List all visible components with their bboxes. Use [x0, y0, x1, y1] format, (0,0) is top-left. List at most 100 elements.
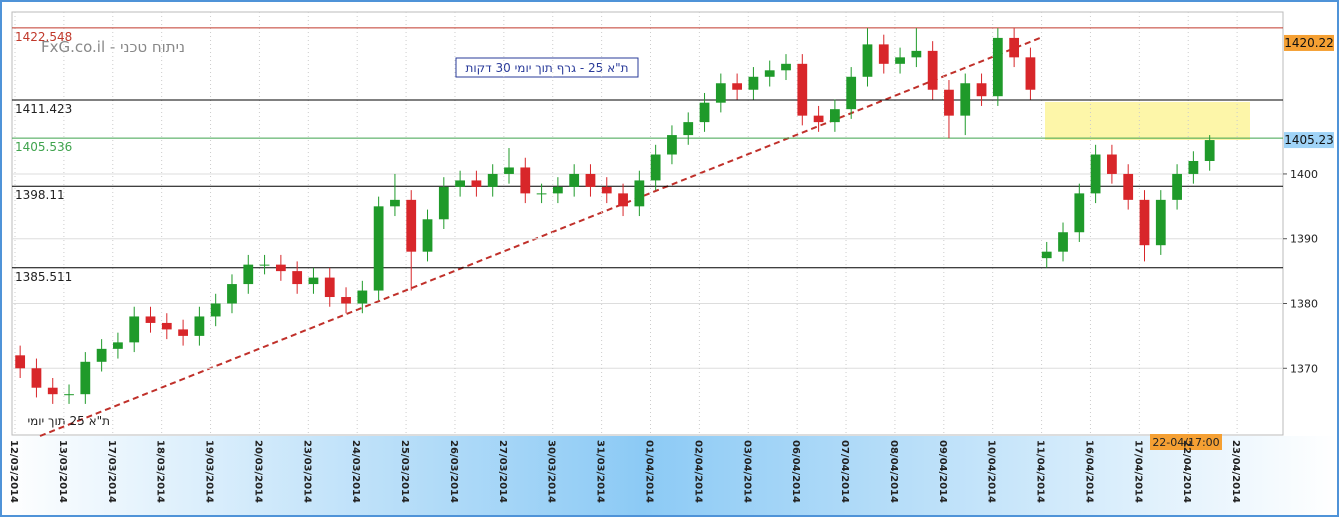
candle-body: [292, 271, 303, 285]
candle-body: [715, 83, 726, 103]
x-tick-label: 31/03/2014: [595, 440, 606, 503]
level-label: 1385.511: [15, 270, 72, 284]
candle-body: [1172, 173, 1182, 200]
level-label: 1405.536: [15, 140, 72, 154]
x-tick-label: 26/03/2014: [448, 440, 459, 503]
candle-body: [830, 109, 840, 123]
x-tick-label: 09/04/2014: [937, 440, 948, 503]
candle-body: [161, 322, 172, 330]
x-tick-label: 12/03/2014: [8, 440, 19, 503]
chart-title: ת"א 25 - גרף תוך יומי 30 דקות: [465, 61, 628, 75]
candle-body: [1090, 154, 1101, 194]
plot-area: [11, 11, 1284, 436]
candle-body: [47, 387, 58, 395]
x-tick-label: 08/04/2014: [888, 440, 899, 503]
candle-body: [341, 297, 351, 304]
x-tick-label: 24/03/2014: [350, 440, 361, 503]
candle-body: [1188, 160, 1199, 174]
candle-body: [846, 76, 857, 110]
candle-body: [960, 83, 971, 116]
y-tick-label: 1380: [1290, 298, 1318, 311]
candle-body: [536, 193, 547, 195]
candle-body: [390, 199, 400, 207]
x-tick-label: 02/04/2014: [692, 440, 703, 503]
x-tick-label: 07/04/2014: [839, 440, 850, 503]
x-tick-label: 11/04/2014: [1035, 440, 1046, 503]
candle-body: [862, 44, 873, 77]
candle-body: [520, 167, 531, 194]
candle-body: [113, 342, 123, 349]
candle-body: [992, 37, 1003, 97]
candle-body: [552, 186, 563, 194]
candle-body: [601, 186, 612, 194]
x-tick-label: 10/04/2014: [986, 440, 997, 503]
candle-body: [797, 63, 808, 116]
candle-body: [683, 122, 694, 136]
note: ת"א 25 תוך יומי: [27, 414, 110, 428]
candle-body: [650, 154, 661, 181]
candle-body: [15, 355, 26, 369]
candle-body: [275, 264, 286, 272]
x-tick-label: 23/03/2014: [301, 440, 312, 503]
x-tick-label: 16/04/2014: [1083, 440, 1094, 503]
candle-body: [1025, 57, 1036, 90]
x-tick-label: 06/04/2014: [790, 440, 801, 503]
y-tick-label: 1390: [1290, 233, 1318, 246]
cursor-box: [1150, 434, 1222, 450]
candle-body: [1204, 140, 1215, 161]
candle-body: [748, 76, 759, 90]
x-tick-label: 23/04/2014: [1230, 440, 1241, 503]
x-tick-label: 19/03/2014: [204, 440, 215, 503]
level-label: 1398.11: [15, 188, 65, 202]
candle-body: [667, 135, 677, 155]
candle-body: [471, 180, 482, 187]
candle-body: [1041, 251, 1052, 259]
candle-body: [1009, 37, 1020, 58]
x-tick-label: 25/03/2014: [399, 440, 410, 503]
candle-body: [422, 219, 433, 252]
cursor-label: 22-04/17:00: [1152, 436, 1219, 449]
candle-body: [699, 102, 710, 123]
price-tag: [1284, 132, 1334, 149]
candle-body: [357, 290, 368, 304]
x-tick-label: 20/03/2014: [252, 440, 263, 503]
candle-body: [618, 193, 628, 207]
candle-body: [1058, 232, 1068, 252]
candle-body: [911, 50, 922, 58]
x-tick-label: 13/03/2014: [57, 440, 68, 503]
price-tag: [1284, 34, 1334, 51]
candle-body: [1074, 193, 1085, 233]
x-tick-label: 17/04/2014: [1132, 440, 1143, 503]
candle-body: [1123, 173, 1134, 200]
x-tick-label: 03/04/2014: [741, 440, 752, 503]
candle-body: [308, 277, 319, 285]
candle-body: [764, 70, 775, 77]
candle-body: [178, 329, 188, 336]
candle-body: [1139, 199, 1150, 246]
zone: [1045, 102, 1250, 140]
watermark: FxG.co.il - ניתוח טכני: [41, 38, 185, 56]
price-tag-label: 1420.22: [1284, 36, 1334, 50]
x-tick-label: 18/03/2014: [155, 440, 166, 503]
candle-body: [243, 264, 254, 285]
candle-body: [438, 186, 449, 220]
title-box: [455, 57, 639, 78]
candle-body: [129, 316, 140, 343]
x-tick-label: 22/04/2014: [1181, 440, 1192, 503]
level-label: 1422.548: [15, 30, 72, 44]
candle-body: [80, 361, 91, 395]
candle-body: [634, 180, 645, 207]
candle-body: [732, 83, 743, 90]
candle-body: [259, 264, 270, 266]
candle-body: [976, 83, 987, 97]
candle-body: [145, 316, 156, 323]
level-label: 1411.423: [15, 102, 72, 116]
x-tick-label: 17/03/2014: [106, 440, 117, 503]
candle-body: [487, 173, 498, 187]
candle-body: [895, 57, 905, 64]
candle-body: [373, 206, 384, 291]
x-tick-label: 30/03/2014: [546, 440, 557, 503]
